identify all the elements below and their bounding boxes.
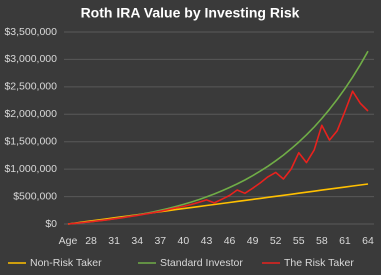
x-tick-label: 58 — [316, 235, 328, 247]
x-tick-label: 52 — [270, 235, 282, 247]
x-tick-label: 28 — [85, 235, 97, 247]
x-tick-label: 43 — [201, 235, 213, 247]
legend-label: Non-Risk Taker — [30, 257, 102, 269]
x-tick-label: Age — [59, 235, 78, 247]
y-tick-label: $1,500,000 — [4, 135, 57, 147]
x-tick-label: 61 — [339, 235, 351, 247]
y-tick-label: $0 — [45, 218, 57, 230]
y-tick-label: $3,000,000 — [4, 53, 57, 65]
y-tick-label: $500,000 — [13, 190, 57, 202]
y-tick-label: $2,500,000 — [4, 81, 57, 93]
x-tick-label: 37 — [154, 235, 166, 247]
y-tick-label: $3,500,000 — [4, 26, 57, 38]
series-line — [67, 90, 369, 225]
legend-label: The Risk Taker — [284, 257, 354, 269]
x-tick-label: 34 — [131, 235, 143, 247]
x-tick-label: 55 — [293, 235, 305, 247]
x-tick-label: 64 — [362, 235, 374, 247]
y-tick-label: $1,000,000 — [4, 163, 57, 175]
y-tick-label: $2,000,000 — [4, 108, 57, 120]
x-tick-label: 46 — [224, 235, 236, 247]
chart-title: Roth IRA Value by Investing Risk — [81, 5, 300, 21]
x-tick-label: 49 — [247, 235, 259, 247]
legend-label: Standard Investor — [160, 257, 243, 269]
x-tick-label: 31 — [108, 235, 120, 247]
x-tick-label: 40 — [178, 235, 190, 247]
